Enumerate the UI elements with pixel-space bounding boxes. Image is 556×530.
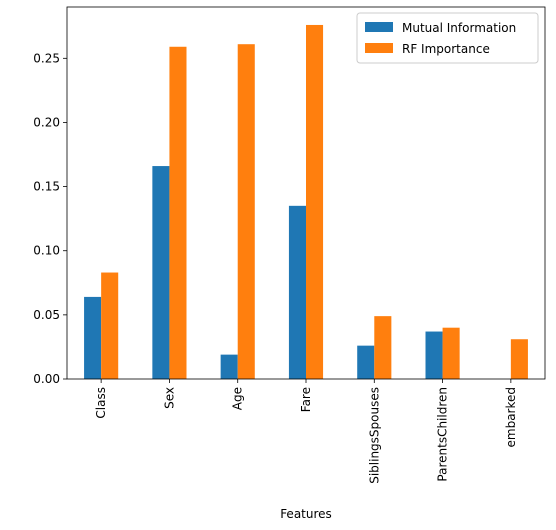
bar-age-mutual-information [220,354,238,379]
bar-sex-mutual-information [152,166,170,379]
y-tick-label: 0.00 [33,372,60,386]
legend-box [356,12,539,64]
y-tick-label: 0.20 [33,115,60,129]
x-tick-label: SiblingsSpouses [367,387,381,484]
y-axis: 0.00 0.05 0.10 0.15 0.20 0.25 [33,51,67,386]
bar-parentschildren-rf-importance [442,327,460,379]
x-tick-label: Sex [162,387,176,409]
bar-siblingsspouses-rf-importance [374,316,392,379]
bar-fare-mutual-information [288,205,306,379]
x-tick-label: Class [94,387,108,419]
x-tick-label: ParentsChildren [436,387,450,482]
bar-embarked-rf-importance [510,339,528,379]
bars-group [84,24,528,380]
bar-class-rf-importance [101,272,119,379]
x-axis-label: Features [280,507,332,521]
bar-fare-rf-importance [306,24,324,380]
plot-frame [66,6,546,380]
legend-label: RF Importance [402,42,490,56]
y-tick-label: 0.10 [33,244,60,258]
legend-label: Mutual Information [402,21,516,35]
legend: Mutual Information RF Importance [356,12,539,64]
x-tick-label: Fare [299,387,313,412]
x-axis: Class Sex Age Fare SiblingsSpouses ParentsChi… [94,379,518,484]
bar-siblingsspouses-mutual-information [357,345,375,379]
bar-sex-rf-importance [169,46,187,380]
bar-class-mutual-information [84,296,102,379]
bar-parentschildren-mutual-information [425,331,443,379]
legend-swatch [365,22,393,32]
legend-swatch [365,43,393,53]
y-tick-label: 0.25 [33,51,60,65]
x-tick-label: embarked [504,387,518,448]
y-tick-label: 0.15 [33,180,60,194]
y-tick-label: 0.05 [33,308,60,322]
bar-age-rf-importance [237,44,255,379]
x-tick-label: Age [231,387,245,410]
